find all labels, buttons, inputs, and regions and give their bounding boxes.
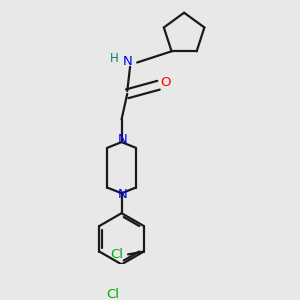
Text: O: O	[160, 76, 171, 89]
Text: Cl: Cl	[106, 288, 119, 300]
Text: N: N	[118, 133, 127, 146]
Text: Cl: Cl	[110, 248, 123, 261]
Text: N: N	[122, 55, 132, 68]
Text: N: N	[118, 188, 127, 201]
Text: H: H	[110, 52, 119, 65]
